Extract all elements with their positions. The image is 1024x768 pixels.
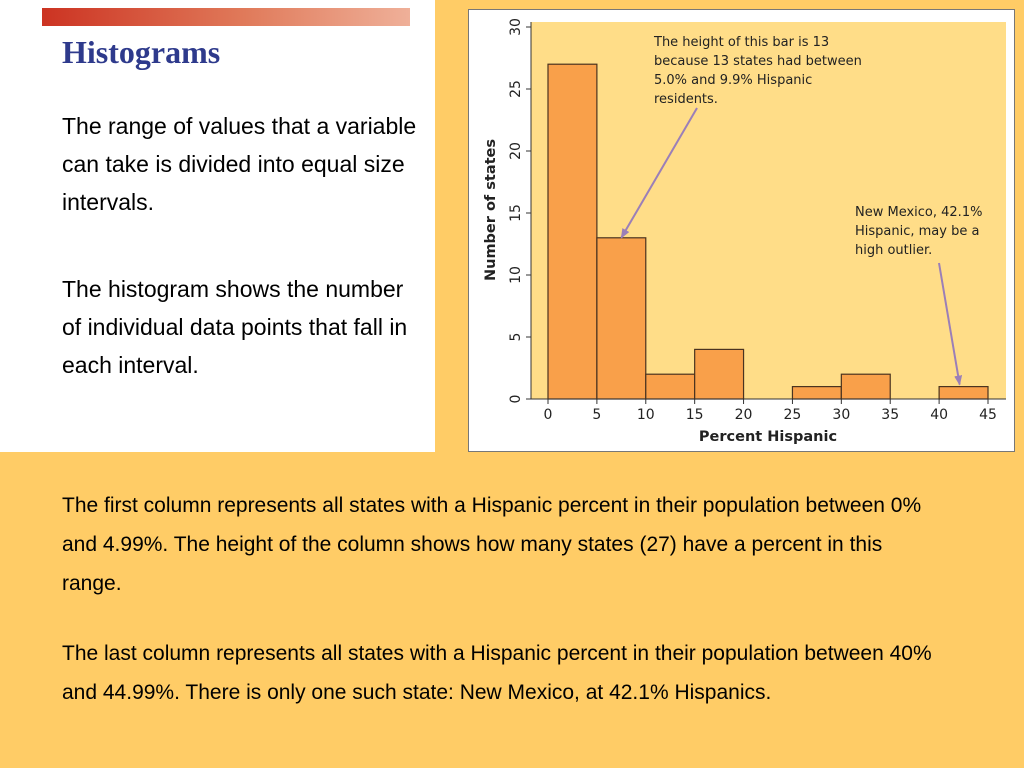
histogram-bar	[938, 386, 989, 400]
histogram-bar	[645, 373, 696, 400]
annotation-text: New Mexico, 42.1% Hispanic, may be a high …	[855, 205, 982, 258]
y-tick-label: 20	[508, 142, 524, 160]
x-tick-label: 5	[592, 407, 601, 423]
title-accent-bar	[42, 8, 410, 26]
intro-paragraph-2: The histogram shows the number of indivi…	[62, 276, 408, 378]
x-tick-label: 45	[979, 407, 997, 423]
y-tick-label: 25	[508, 80, 524, 98]
histogram-bar	[791, 386, 842, 400]
chart-annotation: The height of this bar is 13 because 13 s…	[620, 35, 862, 239]
text-panel	[0, 0, 435, 452]
histogram-bar	[694, 348, 745, 400]
chart-annotation: New Mexico, 42.1% Hispanic, may be a high …	[855, 205, 982, 386]
x-tick-label: 10	[637, 407, 655, 423]
explanation-paragraph-1: The first column represents all states w…	[62, 494, 922, 595]
y-tick-label: 10	[508, 266, 524, 284]
x-tick-label: 40	[930, 407, 948, 423]
explanation-paragraph-2: The last column represents all states wi…	[62, 642, 932, 704]
y-axis-label: Number of states	[483, 139, 499, 281]
x-axis-label: Percent Hispanic	[699, 429, 837, 445]
y-tick-label: 0	[508, 395, 524, 404]
x-tick-label: 35	[881, 407, 899, 423]
intro-paragraph-1: The range of values that a variable can …	[62, 113, 417, 215]
x-tick-label: 15	[686, 407, 704, 423]
slide-title: Histograms	[62, 34, 221, 70]
histogram-bar	[840, 373, 891, 400]
histogram-bar	[547, 63, 598, 400]
x-tick-label: 25	[784, 407, 802, 423]
x-tick-label: 0	[544, 407, 553, 423]
histogram-svg: 0 5 10 15 20 25 30 35 40 45 0 5 10 15 20 25 30 The heigh…	[483, 18, 1006, 445]
x-tick-label: 30	[832, 407, 850, 423]
y-tick-label: 5	[508, 333, 524, 342]
annotation-arrow	[620, 107, 698, 239]
annotation-text: The height of this bar is 13 because 13 s…	[653, 35, 862, 107]
histogram-bar	[596, 237, 647, 400]
x-tick-label: 20	[735, 407, 753, 423]
histogram-chart: 0 5 10 15 20 25 30 35 40 45 0 5 10 15 20 25 30 The heigh…	[468, 9, 1015, 452]
y-tick-label: 15	[508, 204, 524, 222]
annotation-arrow	[938, 262, 963, 386]
y-tick-label: 30	[508, 18, 524, 36]
